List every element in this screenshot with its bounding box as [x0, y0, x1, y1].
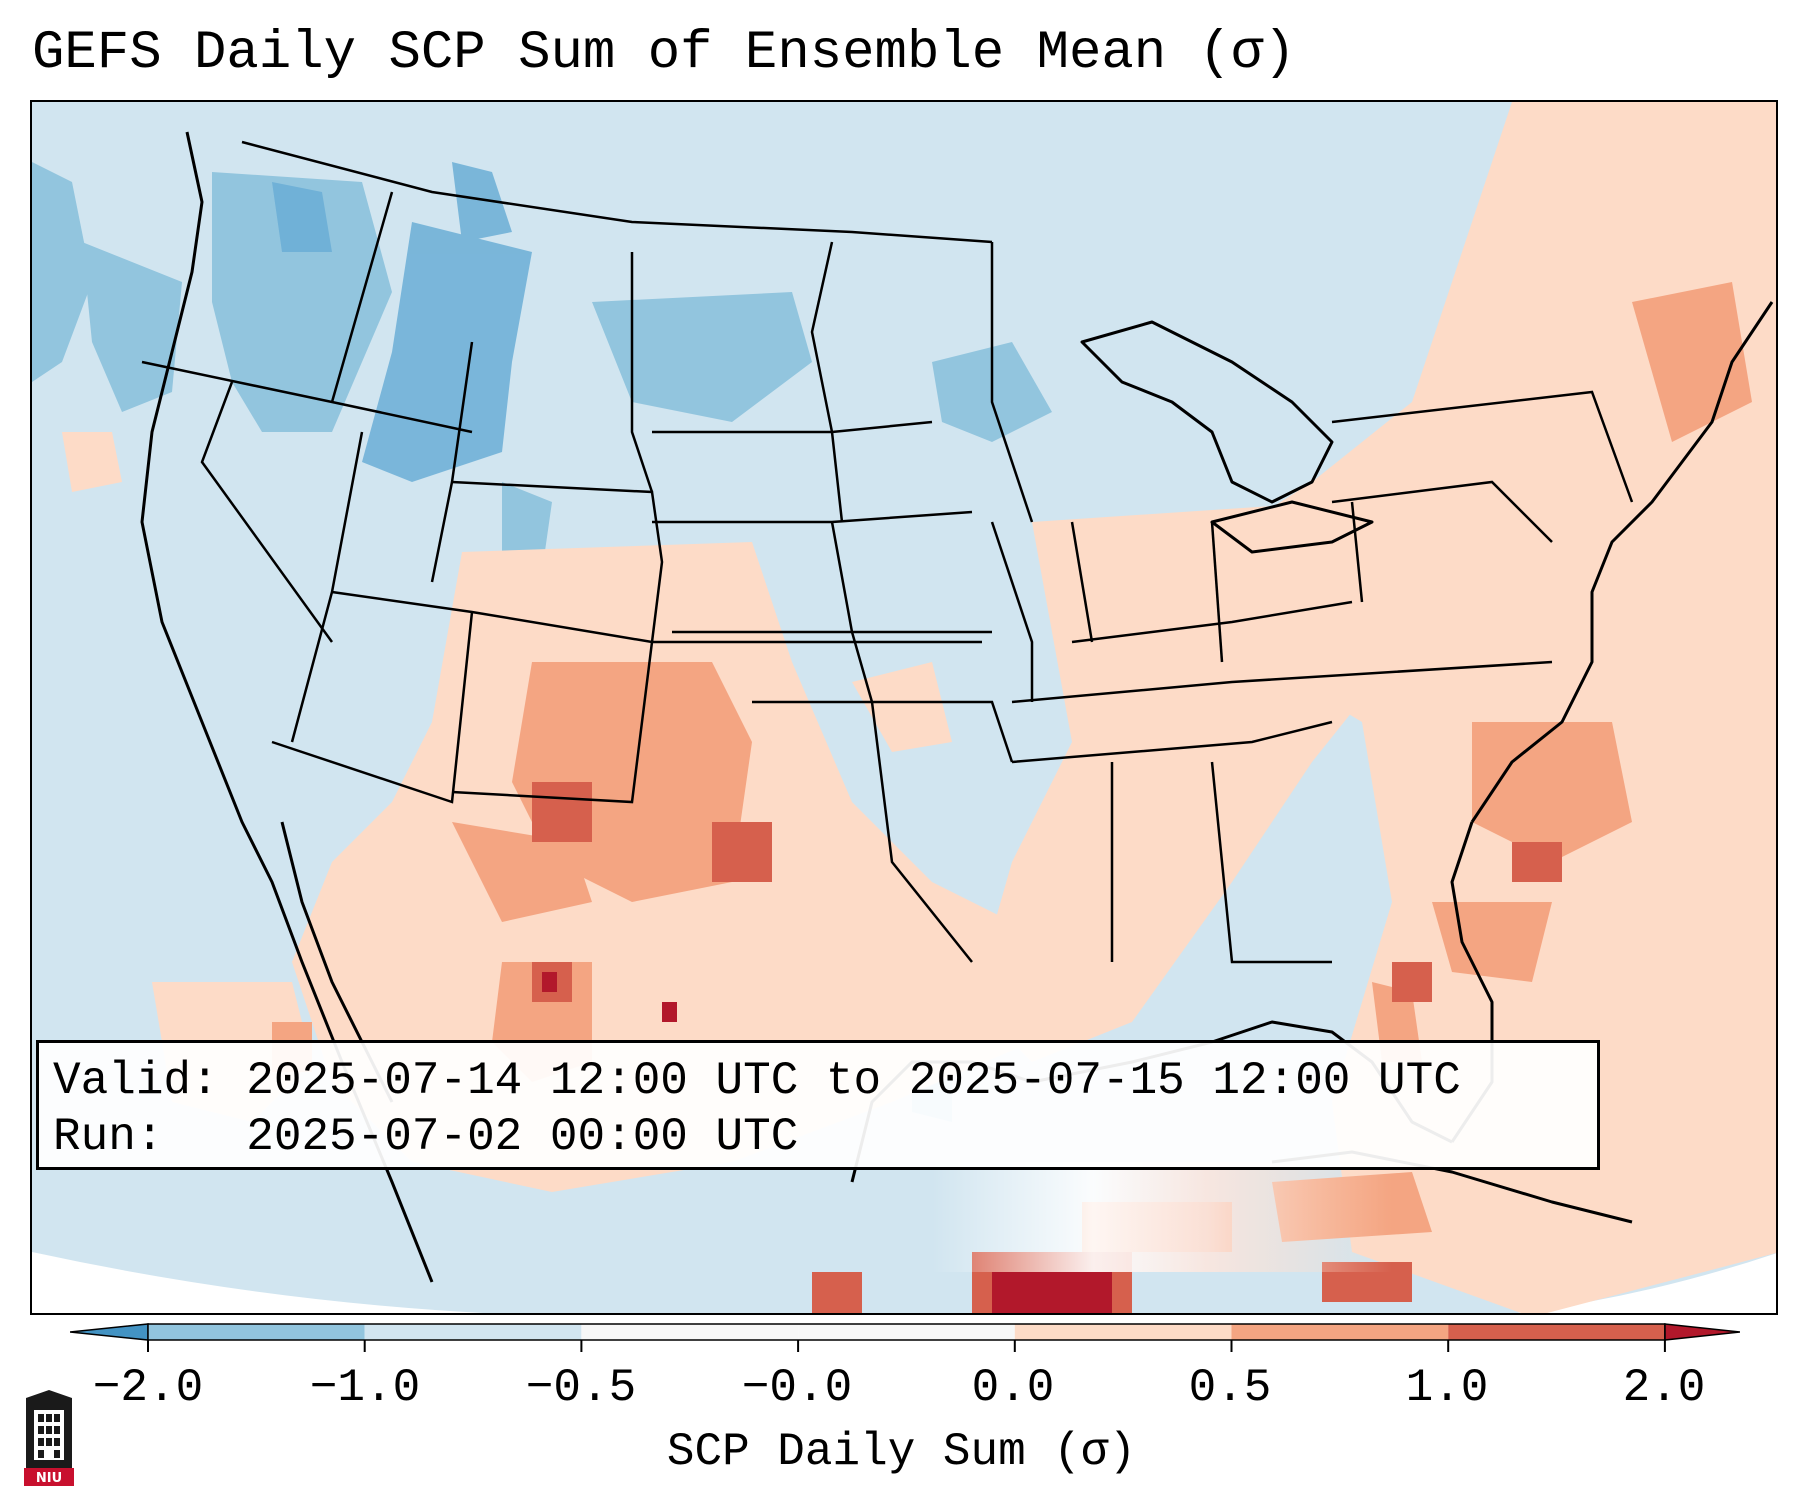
colorbar-segments	[70, 1323, 1740, 1341]
colorbar-tick-labels: −2.0 −1.0 −0.5 −0.0 0.0 0.5 1.0 2.0	[0, 1362, 1803, 1422]
tick-label: 0.5	[1188, 1362, 1272, 1414]
colorbar-segment	[364, 1324, 582, 1340]
neutral-band	[932, 1162, 1392, 1272]
state-borders	[141, 140, 1634, 964]
colorbar-tick-marks	[147, 1340, 1666, 1352]
tick-label: −0.5	[525, 1362, 637, 1414]
tick-label: −2.0	[92, 1362, 204, 1414]
coastlines	[140, 131, 1774, 1283]
tick-label: 2.0	[1622, 1362, 1706, 1414]
projection-edge-left	[32, 1252, 484, 1313]
colorbar-segment	[798, 1324, 1015, 1340]
niu-logo: NIU	[24, 1390, 74, 1486]
tick-label: −0.0	[741, 1362, 853, 1414]
colorbar	[70, 1323, 1740, 1352]
colorbar-segment	[1014, 1324, 1232, 1340]
valid-time-box: Valid: 2025-07-14 12:00 UTC to 2025-07-1…	[36, 1040, 1600, 1170]
colorbar-extend-high	[1664, 1323, 1740, 1341]
tick-label: 0.0	[971, 1362, 1055, 1414]
very-strong-positive-cells	[542, 972, 1112, 1313]
tick-label: 1.0	[1405, 1362, 1489, 1414]
colorbar-segment	[1231, 1324, 1449, 1340]
colorbar-outline	[147, 1323, 1666, 1341]
chart-title: GEFS Daily SCP Sum of Ensemble Mean (σ)	[32, 23, 1296, 84]
colorbar-segment	[581, 1324, 799, 1340]
colorbar-extend-low	[70, 1323, 149, 1341]
colorbar-label: SCP Daily Sum (σ)	[666, 1426, 1137, 1478]
colorbar-segment	[148, 1324, 365, 1340]
run-time-text: Run: 2025-07-02 00:00 UTC	[53, 1111, 799, 1163]
logo-text: NIU	[36, 1471, 62, 1486]
valid-time-text: Valid: 2025-07-14 12:00 UTC to 2025-07-1…	[53, 1055, 1461, 1107]
tick-label: −1.0	[309, 1362, 421, 1414]
colorbar-segment	[1448, 1324, 1665, 1340]
projection-edge-right	[1517, 1253, 1776, 1313]
strong-negative-cells	[272, 162, 532, 482]
